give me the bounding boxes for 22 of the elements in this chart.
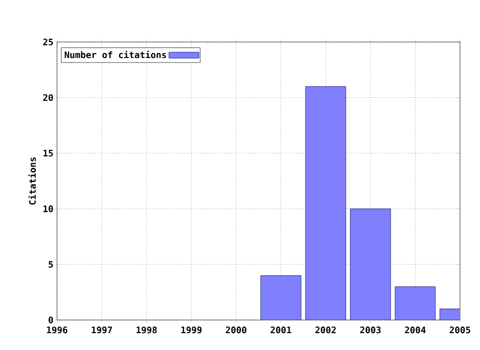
bar xyxy=(260,275,302,320)
x-tick-label: 2001 xyxy=(270,326,292,334)
x-tick-label: 2003 xyxy=(360,326,381,334)
bar xyxy=(350,208,391,320)
x-tick-label: 1997 xyxy=(92,326,112,334)
y-tick-label: 10 xyxy=(44,205,53,212)
y-tick-label: 20 xyxy=(43,94,53,101)
x-tick-label: 1996 xyxy=(47,326,68,334)
bar xyxy=(394,286,436,320)
x-tick-label: 2004 xyxy=(404,326,426,334)
bar xyxy=(305,86,346,320)
y-tick-label: 15 xyxy=(44,150,53,157)
x-tick-label: 1998 xyxy=(136,326,157,334)
legend-label: Number of citations xyxy=(64,50,166,58)
x-tick-label: 2002 xyxy=(315,326,336,334)
x-tick-label: 2005 xyxy=(450,326,470,334)
y-tick-label: 25 xyxy=(43,38,53,46)
x-tick-label: 2000 xyxy=(226,326,246,334)
y-axis-title: Citations xyxy=(28,157,36,205)
x-tick-label: 1999 xyxy=(181,326,202,334)
y-tick-label: 0 xyxy=(48,316,53,324)
y-tick-label: 5 xyxy=(48,261,53,268)
